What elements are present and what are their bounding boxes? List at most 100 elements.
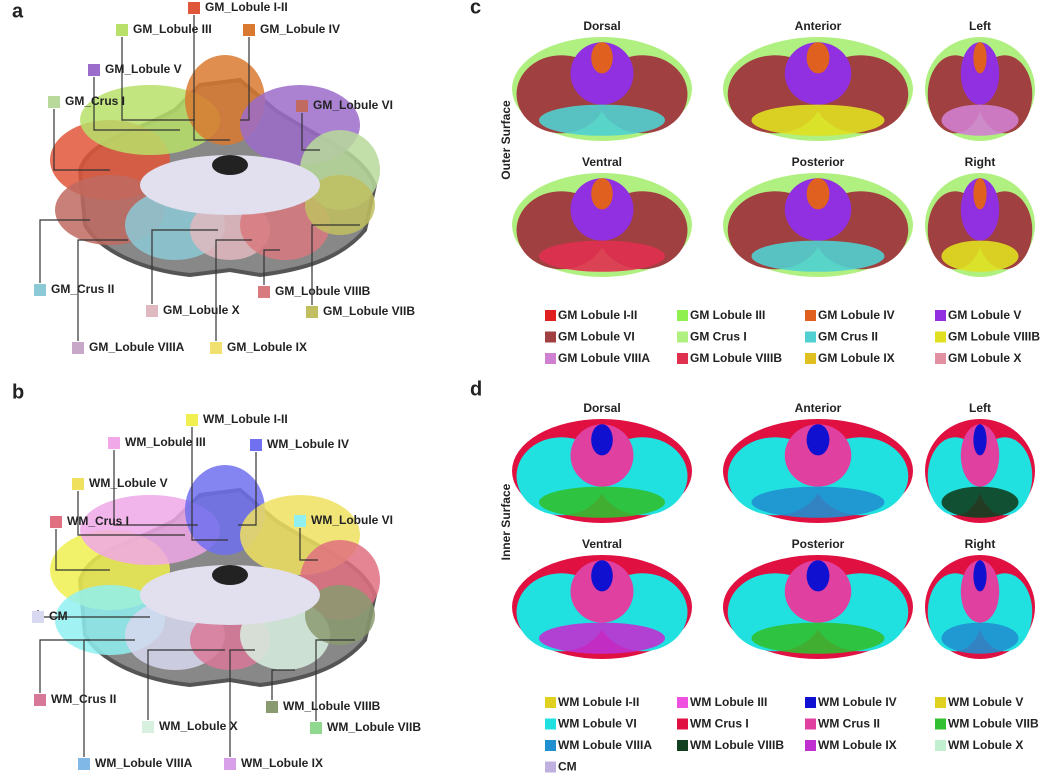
region-label: WM_Lobule IV bbox=[267, 437, 349, 451]
leader-line bbox=[93, 77, 180, 131]
view-title: Left bbox=[969, 401, 991, 415]
region-label: WM_Lobule V bbox=[89, 476, 168, 490]
region-label: WM_Lobule I-II bbox=[203, 412, 288, 426]
render-region bbox=[570, 560, 634, 623]
legend-label: GM Crus I bbox=[690, 330, 747, 344]
cerebellum-slice bbox=[50, 465, 380, 688]
render-region bbox=[591, 42, 613, 74]
side-label: Inner Surface bbox=[499, 483, 513, 560]
render-region bbox=[806, 560, 830, 592]
leader-line bbox=[271, 669, 295, 700]
legend-swatch bbox=[116, 24, 128, 36]
legend-swatch bbox=[545, 718, 556, 730]
leader-line bbox=[263, 249, 280, 285]
cerebellum-render bbox=[512, 37, 692, 141]
slice-region bbox=[305, 175, 375, 235]
region-label: WM_Lobule VIIB bbox=[327, 720, 421, 734]
legend-swatch bbox=[294, 515, 306, 527]
legend-label: WM Lobule VIIIA bbox=[558, 738, 652, 752]
legend-swatch bbox=[50, 516, 62, 528]
legend-swatch bbox=[545, 353, 556, 364]
region-label: GM_Lobule I-II bbox=[205, 0, 288, 14]
cerebellum-render bbox=[512, 555, 692, 659]
cerebellum-slice bbox=[50, 55, 380, 278]
legend-swatch bbox=[935, 353, 946, 364]
ventricle bbox=[212, 155, 248, 175]
leader-line bbox=[215, 239, 252, 341]
legend-swatch bbox=[34, 284, 46, 296]
region-label: GM_Crus II bbox=[51, 282, 114, 296]
region-label: GM_Lobule V bbox=[105, 62, 182, 76]
legend-swatch bbox=[243, 24, 255, 36]
legend-swatch bbox=[266, 701, 278, 713]
render-region bbox=[806, 424, 830, 456]
leader-line bbox=[151, 229, 218, 304]
render-region bbox=[806, 178, 830, 210]
legend-swatch bbox=[545, 761, 556, 773]
region-label: WM_Lobule VIIIA bbox=[95, 756, 193, 770]
legend-label: GM Lobule IV bbox=[818, 308, 895, 322]
legend-swatch bbox=[188, 2, 200, 14]
render-region bbox=[973, 424, 987, 456]
legend-swatch bbox=[677, 353, 688, 364]
legend-label: GM Lobule IX bbox=[818, 351, 895, 365]
region-label: GM_Crus I bbox=[65, 94, 125, 108]
legend-swatch bbox=[48, 96, 60, 108]
legend-label: WM Lobule IV bbox=[818, 695, 897, 709]
leader-line bbox=[55, 529, 110, 571]
render-region bbox=[591, 178, 613, 210]
render-region bbox=[941, 104, 1019, 136]
legend-swatch bbox=[250, 439, 262, 451]
render-region bbox=[591, 424, 613, 456]
legend-label: WM Lobule IX bbox=[818, 738, 897, 752]
render-region bbox=[539, 240, 665, 272]
render-region bbox=[960, 42, 1000, 105]
legend-swatch bbox=[108, 437, 120, 449]
cerebellum-render bbox=[512, 419, 692, 523]
legend-label: GM Lobule X bbox=[948, 351, 1021, 365]
leader-line bbox=[113, 450, 198, 526]
legend-label: GM Lobule VIIIB bbox=[948, 330, 1040, 344]
cerebellum-render bbox=[925, 555, 1035, 659]
leader-line bbox=[238, 452, 257, 526]
legend-swatch bbox=[72, 478, 84, 490]
legend-swatch bbox=[34, 694, 46, 706]
legend-label: GM Lobule III bbox=[690, 308, 765, 322]
leader-line bbox=[83, 639, 135, 757]
legend-swatch bbox=[72, 342, 84, 354]
render-region bbox=[570, 42, 634, 105]
render-region bbox=[973, 42, 987, 74]
slice-region bbox=[80, 495, 220, 565]
view-title: Right bbox=[965, 537, 996, 551]
legend-swatch bbox=[805, 740, 816, 751]
cerebellum-render bbox=[723, 419, 913, 523]
render-region bbox=[941, 622, 1019, 654]
region-label: WM_Lobule VIIIB bbox=[283, 699, 381, 713]
legend-swatch bbox=[935, 310, 946, 321]
legend-swatch bbox=[677, 310, 688, 321]
legend-swatch bbox=[935, 697, 946, 708]
leader-line bbox=[191, 427, 228, 541]
region-label: GM_Lobule VIIB bbox=[323, 304, 415, 318]
legend-swatch bbox=[805, 697, 816, 708]
leader-line bbox=[193, 15, 230, 141]
legend-swatch bbox=[545, 331, 556, 343]
region-label: GM_Lobule III bbox=[133, 22, 212, 36]
cerebellum-render bbox=[723, 555, 913, 659]
render-region bbox=[751, 240, 885, 272]
leader-line bbox=[229, 649, 255, 757]
leader-line bbox=[240, 37, 250, 121]
cerebellum-render bbox=[512, 173, 692, 277]
cerebellum-render bbox=[925, 173, 1035, 277]
panel-letter: d bbox=[470, 378, 482, 400]
legend-label: WM Lobule V bbox=[948, 695, 1023, 709]
legend-swatch bbox=[88, 64, 100, 76]
legend-label: WM Lobule I-II bbox=[558, 695, 639, 709]
legend-label: WM Lobule III bbox=[690, 695, 767, 709]
white-matter-core bbox=[140, 565, 320, 625]
legend-swatch bbox=[78, 758, 90, 770]
region-label: GM_Lobule IX bbox=[227, 340, 307, 354]
legend-swatch bbox=[306, 306, 318, 318]
legend-label: WM Lobule VI bbox=[558, 717, 637, 731]
